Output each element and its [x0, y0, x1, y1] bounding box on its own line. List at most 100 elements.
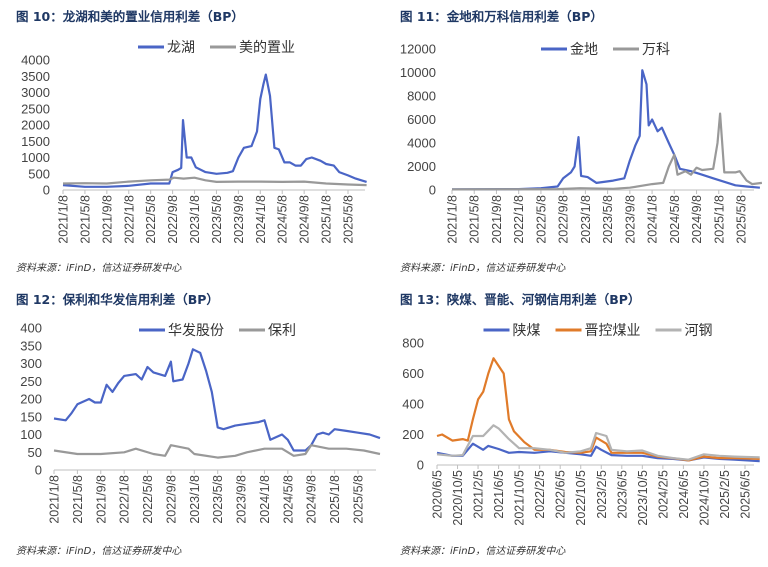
chart-svg: 0 2000 4000 6000 8000 10000 12000 2021/1/8 2021/…: [400, 41, 763, 244]
x-tick-label: 2021/5/8: [71, 475, 85, 524]
x-tick-label: 2021/9/8: [490, 195, 504, 244]
y-tick-label: 300: [20, 356, 42, 371]
y-tick-label: 6000: [407, 112, 436, 127]
x-tick-label: 2023/5/8: [211, 475, 225, 524]
series-line-1: [451, 112, 763, 191]
source-note: 资料来源：iFinD，信达证券研发中心: [16, 263, 182, 274]
legend-label: 河钢: [685, 322, 713, 338]
x-tick-label: 2022/5/8: [534, 195, 548, 244]
x-tick-label: 2025/5/8: [352, 475, 366, 524]
x-tick-label: 2025/2/5: [718, 470, 732, 519]
y-tick-label: 2500: [21, 101, 50, 116]
y-tick-label: 150: [20, 409, 42, 424]
x-tick-label: 2024/5/8: [281, 475, 295, 524]
legend-label: 金地: [570, 41, 598, 57]
x-tick-label: 2024/1/8: [254, 195, 268, 244]
y-tick-label: 200: [402, 427, 424, 442]
x-tick-label: 2023/1/8: [188, 195, 202, 244]
x-tick-label: 2024/10/5: [697, 470, 711, 526]
series-line-1: [436, 357, 760, 462]
chart-panel-12: 图 12：保利和华发信用利差（BP） 0 50 100 150 200 250 300 350…: [0, 283, 384, 566]
x-tick-label: 2023/9/8: [623, 195, 637, 244]
x-tick-label: 2023/9/8: [232, 195, 246, 244]
x-tick-label: 2021/1/8: [446, 195, 460, 244]
x-tick-label: 2021/2/5: [472, 470, 486, 519]
chart-panel-10: 图 10：龙湖和美的置业信用利差（BP） 0 500 1000 1500 2000 250…: [0, 0, 384, 283]
x-tick-label: 2024/6/5: [677, 470, 691, 519]
x-tick-label: 2021/1/8: [48, 475, 62, 524]
x-tick-label: 2022/2/5: [533, 470, 547, 519]
x-tick-label: 2021/9/8: [94, 475, 108, 524]
x-tick-label: 2025/6/5: [739, 470, 753, 519]
legend-label: 万科: [642, 41, 670, 57]
y-tick-label: 8000: [407, 89, 436, 104]
x-tick-label: 2025/1/8: [712, 195, 726, 244]
y-tick-label: 3500: [21, 69, 50, 84]
x-tick-label: 2024/9/8: [305, 475, 319, 524]
chart-svg: 0 50 100 150 200 250 300 350 400 2021/1/8 2021/5/8…: [20, 321, 381, 524]
chart-panel-11: 图 11：金地和万科信用利差（BP） 0 2000 4000 6000 8000 1000…: [384, 0, 768, 283]
x-tick-label: 2025/5/8: [342, 195, 356, 244]
y-tick-label: 1500: [21, 134, 50, 149]
x-tick-label: 2020/10/5: [451, 470, 465, 526]
x-tick-label: 2023/2/5: [595, 470, 609, 519]
y-tick-label: 4000: [407, 136, 436, 151]
x-tick-label: 2021/5/8: [78, 195, 92, 244]
y-tick-label: 4000: [21, 53, 50, 68]
y-tick-label: 250: [20, 374, 42, 389]
x-tick-label: 2024/1/8: [646, 195, 660, 244]
y-tick-label: 400: [20, 321, 42, 336]
x-tick-label: 2025/5/8: [735, 195, 749, 244]
x-tick-label: 2025/1/8: [328, 475, 342, 524]
y-tick-label: 600: [402, 366, 424, 381]
series-line-0: [451, 69, 760, 191]
y-tick-label: 200: [20, 392, 42, 407]
x-tick-label: 2022/9/8: [557, 195, 571, 244]
x-tick-label: 2021/9/8: [100, 195, 114, 244]
series-line-1: [53, 444, 381, 459]
chart-title: 图 11：金地和万科信用利差（BP）: [400, 9, 603, 24]
series-line-0: [53, 348, 381, 452]
y-tick-label: 100: [20, 427, 42, 442]
y-tick-label: 50: [28, 445, 42, 460]
y-tick-label: 2000: [21, 118, 50, 133]
x-tick-label: 2023/1/8: [188, 475, 202, 524]
chart-title: 图 10：龙湖和美的置业信用利差（BP）: [16, 9, 244, 24]
series-line-2: [436, 424, 760, 461]
x-tick-label: 2024/1/8: [258, 475, 272, 524]
x-tick-label: 2022/10/5: [574, 470, 588, 526]
x-tick-label: 2024/2/5: [656, 470, 670, 519]
legend-label: 晋控煤业: [585, 322, 641, 338]
y-tick-label: 10000: [400, 65, 436, 80]
x-tick-label: 2022/1/8: [122, 195, 136, 244]
source-note: 资料来源：iFinD，信达证券研发中心: [400, 263, 566, 274]
x-tick-label: 2021/6/5: [492, 470, 506, 519]
chart-title: 图 13：陕煤、晋能、河钢信用利差（BP）: [400, 292, 641, 307]
legend-label: 龙湖: [167, 39, 195, 55]
series-line-1: [62, 176, 367, 187]
y-tick-label: 350: [20, 338, 42, 353]
x-tick-label: 2021/1/8: [57, 195, 71, 244]
y-tick-label: 0: [429, 183, 436, 198]
source-note: 资料来源：iFinD，信达证券研发中心: [400, 546, 566, 557]
y-tick-label: 2000: [407, 159, 436, 174]
legend-label: 保利: [268, 322, 296, 338]
x-tick-label: 2024/9/8: [690, 195, 704, 244]
x-tick-label: 2025/1/8: [320, 195, 334, 244]
chart-title: 图 12：保利和华发信用利差（BP）: [16, 292, 219, 307]
x-tick-label: 2022/9/8: [166, 195, 180, 244]
x-tick-label: 2023/6/5: [615, 470, 629, 519]
y-tick-label: 1000: [21, 150, 50, 165]
legend-label: 华发股份: [168, 322, 224, 338]
legend-label: 陕煤: [513, 322, 541, 338]
x-tick-label: 2023/1/8: [579, 195, 593, 244]
chart-panel-13: 图 13：陕煤、晋能、河钢信用利差（BP） 0 200 400 600 800 2020/…: [384, 283, 768, 566]
x-tick-label: 2024/5/8: [668, 195, 682, 244]
x-tick-label: 2023/5/8: [210, 195, 224, 244]
source-note: 资料来源：iFinD，信达证券研发中心: [16, 546, 182, 557]
x-tick-label: 2023/5/8: [601, 195, 615, 244]
y-tick-label: 500: [28, 166, 50, 181]
x-tick-label: 2024/5/8: [276, 195, 290, 244]
x-tick-label: 2022/9/8: [164, 475, 178, 524]
